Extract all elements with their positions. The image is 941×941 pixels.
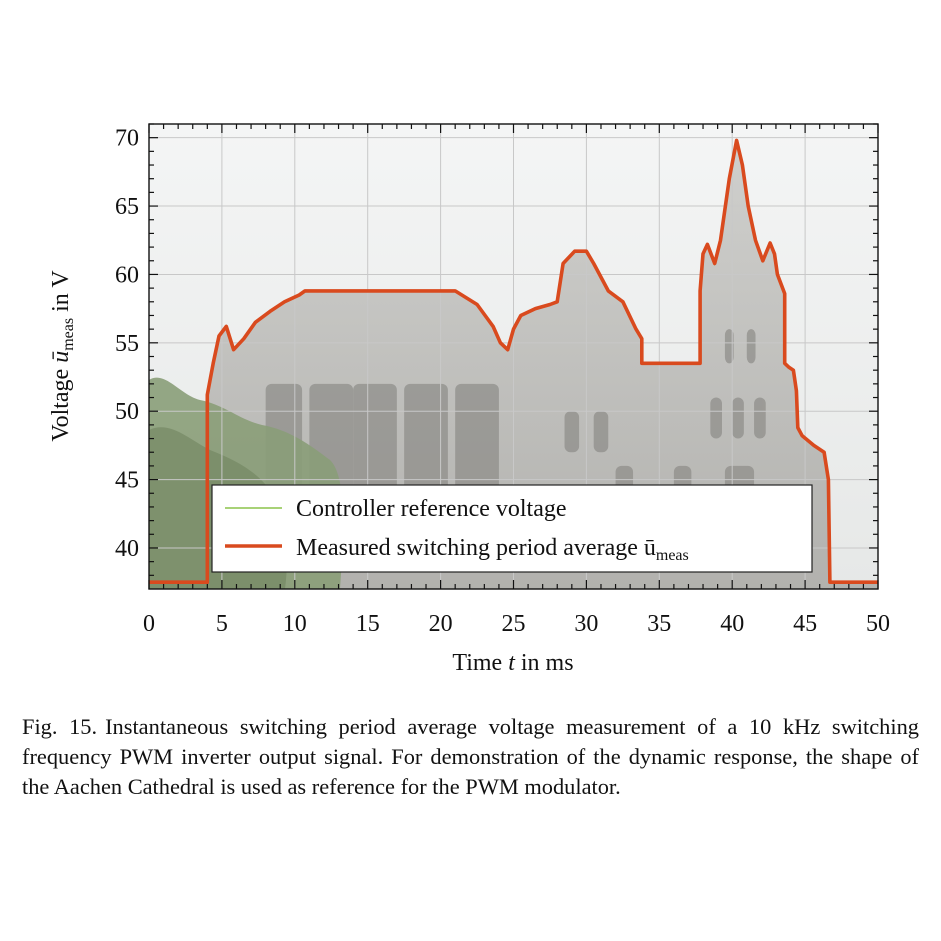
figure-caption: Fig. 15. Instantaneous switching period a…: [22, 712, 919, 802]
window-8: [732, 397, 744, 439]
axis-ticks: [148, 123, 879, 589]
x-tick-label: 50: [866, 611, 890, 637]
legend-label-measured: Measured switching period average ūmeas: [296, 535, 689, 564]
x-tick-label: 10: [283, 611, 307, 637]
y-tick-label: 45: [115, 468, 139, 494]
x-tick-label: 30: [574, 611, 598, 637]
x-tick-label: 0: [143, 611, 155, 637]
y-tick-label: 65: [115, 194, 139, 220]
window-11: [746, 329, 756, 364]
window-9: [754, 397, 766, 439]
y-tick-labels: 40 45 50 55 60 65 70: [115, 126, 139, 562]
window-4: [455, 383, 499, 507]
window-7: [710, 397, 722, 439]
legend-box: [211, 484, 813, 573]
x-tick-labels: 0 5 10 15 20 25 30 35 40 45 50: [143, 611, 890, 637]
y-tick-label: 50: [115, 399, 139, 425]
y-tick-label: 55: [115, 331, 139, 357]
window-10: [724, 329, 734, 364]
chart-figure: 0 5 10 15 20 25 30 35 40 45 50 40 45 50 55 60 65 70 Cont…: [48, 123, 890, 676]
legend-label-reference: Controller reference voltage: [296, 496, 567, 522]
window-6: [593, 411, 609, 453]
x-tick-label: 5: [216, 611, 228, 637]
y-tick-label: 60: [115, 262, 139, 288]
x-tick-label: 25: [502, 611, 526, 637]
x-tick-label: 40: [720, 611, 744, 637]
x-tick-label: 15: [356, 611, 380, 637]
x-tick-label: 45: [793, 611, 817, 637]
x-tick-label: 35: [647, 611, 671, 637]
caption-text: Instantaneous switching period average v…: [22, 714, 919, 799]
y-tick-label: 40: [115, 536, 139, 562]
caption-label: Fig. 15.: [22, 714, 98, 739]
y-axis-label: Voltage ūmeas in V: [48, 270, 77, 442]
legend: Controller reference voltage Measured sw…: [211, 484, 813, 573]
y-tick-label: 70: [115, 126, 139, 152]
series-line-measured: [149, 138, 878, 585]
x-axis-label: Time t in ms: [452, 650, 573, 676]
x-tick-label: 20: [429, 611, 453, 637]
window-5: [564, 411, 580, 453]
